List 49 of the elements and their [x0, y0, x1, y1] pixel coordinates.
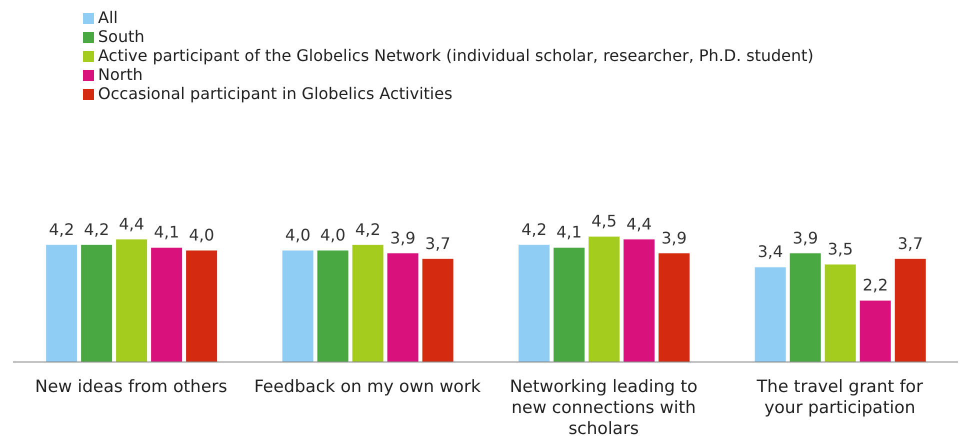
x-tick-label: The travel grant for your participation — [756, 377, 923, 418]
data-label: 4,4 — [118, 214, 144, 234]
data-label: 4,5 — [591, 212, 617, 231]
bar — [518, 244, 550, 362]
data-label: 4,4 — [626, 214, 652, 234]
data-label: 4,2 — [48, 220, 74, 239]
data-label: 3,7 — [898, 234, 924, 253]
x-tick-label: Feedback on my own work — [254, 377, 481, 397]
data-label: 4,0 — [285, 226, 311, 244]
bar — [754, 267, 786, 362]
data-label: 3,9 — [792, 228, 818, 248]
data-label: 4,0 — [320, 226, 346, 244]
legend-label: Active participant of the Globelics Network (individual scholar, researcher, Ph.D. student) — [98, 46, 814, 65]
bar — [824, 264, 856, 362]
legend-label: South — [98, 27, 144, 46]
bar — [186, 250, 218, 362]
data-label: 4,1 — [154, 222, 180, 242]
x-tick-label: New ideas from others — [35, 377, 228, 397]
data-label: 3,9 — [661, 228, 687, 248]
bar — [894, 258, 926, 362]
bar — [624, 239, 655, 362]
bar — [317, 250, 348, 362]
bar — [860, 300, 891, 362]
data-label: 3,4 — [758, 242, 784, 262]
data-label: 3,7 — [425, 234, 451, 253]
bar — [81, 244, 112, 362]
data-label: 4,2 — [84, 220, 110, 239]
legend-label: North — [98, 65, 143, 84]
bar — [282, 250, 314, 362]
x-tick-label: Networking leading to new connections with scholars — [510, 377, 698, 439]
legend-label: Occasional participant in Globelics Activities — [98, 84, 452, 103]
bar — [116, 239, 148, 362]
data-label: 3,5 — [828, 239, 854, 258]
bar — [387, 253, 418, 362]
data-label: 4,1 — [556, 222, 582, 242]
data-label: 3,9 — [390, 228, 416, 248]
bar — [588, 236, 620, 362]
data-label: 4,2 — [355, 220, 381, 239]
bar — [352, 244, 384, 362]
bar — [422, 258, 454, 362]
bar — [658, 253, 690, 362]
data-label: 4,2 — [521, 220, 547, 239]
bar — [554, 248, 585, 362]
bar — [790, 253, 821, 362]
data-label: 2,2 — [862, 276, 888, 295]
bar — [151, 248, 182, 362]
data-label: 4,0 — [188, 226, 214, 244]
bar — [46, 244, 78, 362]
legend-label: All — [98, 8, 118, 27]
